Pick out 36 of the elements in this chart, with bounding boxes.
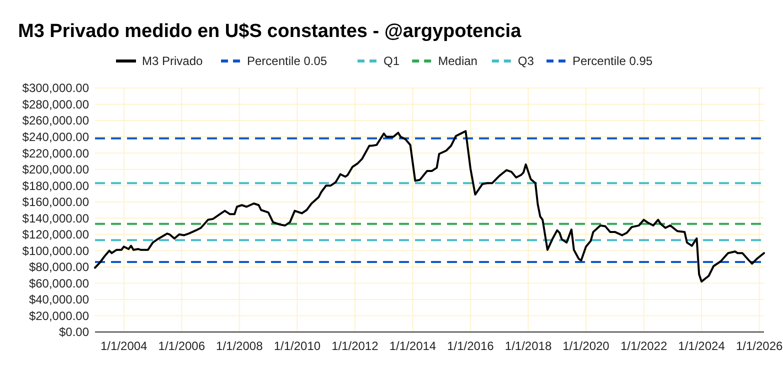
x-tick-label: 1/1/2012 (332, 339, 379, 353)
x-tick-label: 1/1/2008 (216, 339, 264, 353)
x-tick-label: 1/1/2020 (562, 339, 610, 353)
y-tick-label: $100,000.00 (22, 244, 90, 258)
legend-label: Median (438, 54, 478, 68)
y-tick-label: $220,000.00 (22, 146, 90, 160)
y-tick-label: $180,000.00 (22, 178, 90, 193)
y-tick-label: $160,000.00 (22, 195, 90, 210)
x-tick-label: 1/1/2026 (736, 339, 783, 353)
x-tick-label: 1/1/2014 (389, 339, 436, 353)
x-tick-label: 1/1/2024 (678, 339, 726, 353)
y-tick-label: $0.00 (58, 325, 90, 340)
y-tick-label: $140,000.00 (22, 211, 90, 226)
x-tick-label: 1/1/2004 (100, 339, 148, 353)
x-tick-label: 1/1/2018 (504, 339, 552, 353)
y-tick-label: $200,000.00 (22, 162, 90, 177)
x-tick-label: 1/1/2006 (158, 339, 206, 353)
legend-label: Percentile 0.05 (247, 54, 328, 68)
legend-label: Q1 (384, 54, 400, 68)
x-tick-label: 1/1/2010 (274, 339, 321, 353)
x-tick-label: 1/1/2022 (620, 339, 668, 353)
y-tick-label: $20,000.00 (28, 308, 90, 323)
legend-label: M3 Privado (142, 54, 204, 68)
legend-label: Percentile 0.95 (572, 54, 653, 68)
x-tick-label: 1/1/2016 (447, 339, 494, 353)
y-tick-label: $80,000.00 (28, 260, 90, 274)
y-tick-label: $40,000.00 (28, 292, 90, 307)
chart-title: M3 Privado medido en U$S constantes - @argypotencia (18, 21, 522, 42)
legend-label: Q3 (518, 54, 534, 68)
line-series (94, 130, 765, 283)
y-tick-label: $240,000.00 (22, 130, 90, 144)
y-tick-label: $300,000.00 (22, 81, 90, 96)
y-tick-label: $60,000.00 (28, 276, 90, 290)
y-tick-label: $260,000.00 (22, 114, 90, 128)
y-tick-label: $120,000.00 (22, 228, 90, 242)
y-tick-label: $280,000.00 (22, 97, 90, 112)
